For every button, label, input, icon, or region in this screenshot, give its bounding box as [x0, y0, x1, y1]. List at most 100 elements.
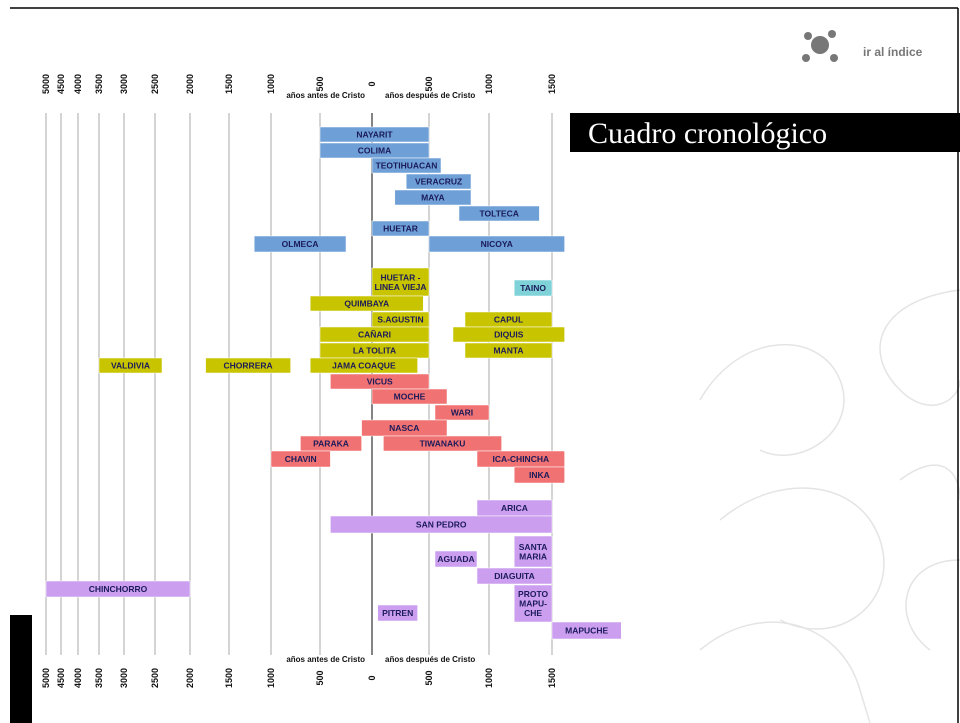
bar [434, 550, 478, 568]
x-tick-label: 3500 [94, 74, 104, 94]
bar [330, 515, 553, 534]
x-tick-label: 3500 [94, 668, 104, 688]
bar-label: VALDIVIA [111, 361, 150, 371]
x-tick-label: 2500 [150, 668, 160, 688]
x-tick-label: 4000 [73, 668, 83, 688]
bar [371, 157, 442, 174]
axis-label-right: años después de Cristo [385, 655, 475, 664]
bar-label: NAYARIT [356, 130, 393, 140]
bar-label: PROTO [518, 589, 548, 599]
x-tick-label: 4000 [73, 74, 83, 94]
bar-label: JAMA COAQUE [332, 361, 396, 371]
bar [300, 435, 362, 452]
bar-label: DIQUIS [494, 330, 524, 340]
bar-label: TOLTECA [480, 209, 519, 219]
x-tick-label: 4500 [56, 668, 66, 688]
bar-label: AGUADA [437, 554, 474, 564]
bar-label: CHINCHORRO [89, 584, 148, 594]
bar-label: CAPUL [494, 315, 523, 325]
bar-label: TAINO [520, 283, 546, 293]
title-box [570, 113, 960, 152]
bar [371, 267, 430, 297]
bar [513, 535, 553, 568]
bar [319, 326, 430, 343]
index-link[interactable]: ir al índice [863, 45, 923, 59]
bar [309, 295, 424, 312]
bar-label: MAPU- [519, 599, 547, 609]
bar [377, 604, 418, 622]
bar-label: LINEA VIEJA [374, 282, 426, 292]
bar-label: S.AGUSTIN [377, 315, 423, 325]
bar [476, 567, 553, 585]
bar [319, 126, 430, 143]
bar [371, 220, 430, 237]
bar [405, 173, 472, 190]
bar-label: OLMECA [282, 239, 319, 249]
x-tick-label: 500 [315, 670, 325, 685]
axis-label-left: años antes de Cristo [286, 91, 365, 100]
x-tick-label: 5000 [41, 74, 51, 94]
bar [513, 279, 553, 297]
bar [383, 435, 502, 452]
x-tick-label: 0 [367, 675, 377, 680]
bar-label: CAÑARI [358, 330, 391, 340]
bar-label: NICOYA [481, 239, 513, 249]
x-tick-label: 3000 [119, 668, 129, 688]
bar [270, 450, 331, 468]
bar [205, 357, 291, 374]
axis-label-left: años antes de Cristo [286, 655, 365, 664]
x-tick-label: 1000 [266, 668, 276, 688]
x-tick-label: 3000 [119, 74, 129, 94]
bar [452, 326, 565, 343]
x-tick-label: 1500 [547, 74, 557, 94]
x-tick-label: 1000 [484, 74, 494, 94]
bar-label: SAN PEDRO [416, 520, 467, 530]
bar-label: QUIMBAYA [344, 299, 389, 309]
bar [513, 584, 553, 623]
x-tick-label: 500 [424, 670, 434, 685]
bar-label: HUETAR [383, 224, 418, 234]
bar-label: CHORRERA [224, 361, 273, 371]
bar-label: HUETAR - [381, 272, 421, 282]
x-tick-label: 2000 [185, 74, 195, 94]
bar-label: TIWANAKU [420, 439, 466, 449]
bar-label: LA TOLITA [353, 346, 396, 356]
bar-label: MAYA [421, 193, 444, 203]
bar [253, 235, 347, 253]
x-tick-label: 4500 [56, 74, 66, 94]
bar-label: CHE [524, 608, 542, 618]
bar [464, 342, 553, 359]
x-tick-label: 1500 [224, 74, 234, 94]
x-tick-label: 2000 [185, 668, 195, 688]
bar-label: VICUS [367, 377, 393, 387]
bar [45, 580, 191, 598]
bar [551, 621, 622, 640]
axis-label-right: años después de Cristo [385, 91, 475, 100]
bar [513, 466, 565, 484]
bar-label: CHAVIN [285, 454, 317, 464]
bar-label: COLIMA [358, 146, 392, 156]
x-tick-label: 500 [424, 76, 434, 91]
x-tick-label: 2500 [150, 74, 160, 94]
bar [371, 388, 448, 405]
bar [428, 235, 565, 253]
bar-label: MARIA [519, 551, 547, 561]
bar-label: ICA-CHINCHA [492, 454, 549, 464]
bar [309, 357, 418, 374]
x-tick-label: 1500 [547, 668, 557, 688]
bar-label: ARICA [501, 503, 528, 513]
timeline-chart: 5000500045004500400040003500350030003000… [41, 74, 622, 688]
bar [98, 357, 163, 374]
bar-label: VERACRUZ [415, 177, 462, 187]
bar-label: SANTA [519, 542, 548, 552]
bar-label: DIAGUITA [494, 571, 534, 581]
title: Cuadro cronológico [588, 117, 827, 150]
bar [434, 404, 490, 421]
bar-label: NASCA [389, 423, 419, 433]
index-icon[interactable] [802, 30, 838, 62]
bar-label: WARI [451, 408, 473, 418]
bar [394, 189, 472, 206]
bar-label: TEOTIHUACAN [376, 161, 438, 171]
